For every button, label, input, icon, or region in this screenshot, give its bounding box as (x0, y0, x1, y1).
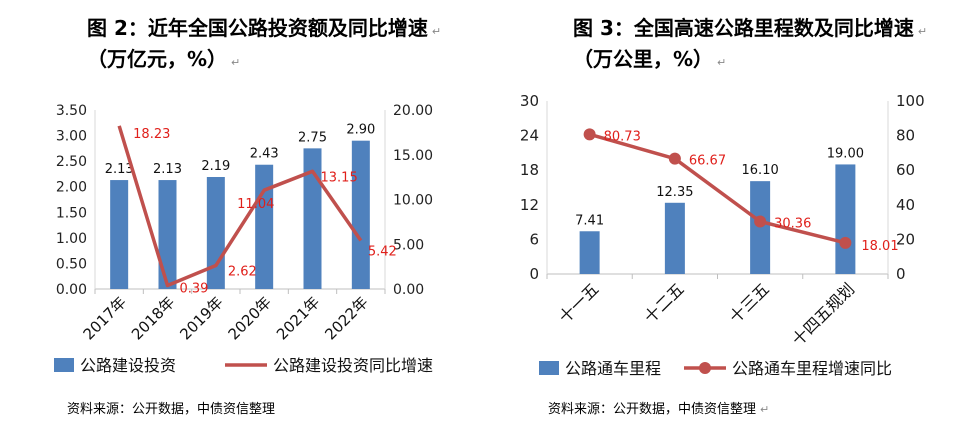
y-left-tick-label: 12 (520, 196, 539, 214)
x-category-label: 十二五 (640, 279, 687, 326)
bar-value-label: 7.41 (575, 213, 604, 228)
left-title-line2: （万亿元，%） ↵ (87, 47, 241, 71)
y-left-tick-label: 2.50 (56, 154, 87, 170)
x-category-label: 2022年 (321, 293, 371, 343)
growth-line (117, 125, 363, 288)
legend-line-marker (699, 362, 711, 374)
right-source: 资料来源：公开数据，中债资信整理 ↵ (548, 402, 770, 417)
bar-value-label: 2.13 (153, 162, 182, 177)
line-value-label: 13.15 (321, 170, 358, 185)
y-left-tick-label: 6 (529, 230, 539, 248)
x-category-label: 2019年 (176, 293, 226, 343)
x-category-label: 十三五 (726, 279, 773, 326)
x-category-label: 十四五规划 (788, 279, 858, 349)
line-value-label: 18.01 (861, 239, 898, 254)
right-figure: 图 3：全国高速公路里程数及同比增速 ↵ （万公里，%） ↵ 0 6 12 18 24 30 0… (490, 0, 979, 433)
bar (579, 231, 600, 274)
y-right-tick-label: 20 (896, 230, 915, 248)
bar-value-label: 2.13 (105, 162, 134, 177)
bar (351, 140, 370, 289)
line-value-label: 5.42 (368, 244, 397, 259)
x-category-label: 2017年 (80, 293, 130, 343)
right-chart: 0 6 12 18 24 30 0 20 40 60 80 100 7.41 12.35 16.10 19.0… (520, 92, 925, 378)
y-left-tick-label: 1.00 (56, 231, 87, 247)
line-point (754, 215, 767, 228)
y-left-tick-label: 30 (520, 92, 539, 110)
y-left-tick-label: 0 (529, 265, 539, 283)
x-category-label: 2018年 (128, 293, 178, 343)
x-category-label: 2020年 (225, 293, 275, 343)
y-left-tick-label: 24 (520, 127, 539, 145)
bar-value-label: 2.75 (298, 130, 327, 145)
y-right-tick-label: 80 (896, 127, 915, 145)
line-value-label: 80.73 (604, 129, 641, 144)
legend-bar-swatch (539, 361, 559, 375)
y-right-tick-label: 15.00 (393, 148, 433, 164)
x-category-label: 2021年 (273, 293, 323, 343)
line-point (839, 236, 852, 249)
x-category-label: 十一五 (555, 279, 602, 326)
y-left-tick-label: 3.50 (56, 103, 87, 119)
y-right-tick-label: 20.00 (393, 103, 433, 119)
y-right-tick-label: 40 (896, 196, 915, 214)
y-right-tick-label: 0.00 (393, 282, 424, 298)
y-right-tick-label: 5.00 (393, 237, 424, 253)
y-left-tick-label: 1.50 (56, 205, 87, 221)
y-left-tick-label: 3.00 (56, 129, 87, 145)
left-source: 资料来源：公开数据，中债资信整理 (67, 402, 276, 417)
bar (303, 148, 322, 289)
legend-bar-swatch (54, 358, 74, 372)
y-left-tick-label: 0.50 (56, 256, 87, 272)
right-title-line2: （万公里，%） ↵ (573, 47, 727, 71)
bar (750, 181, 771, 274)
line-value-label: 11.04 (237, 197, 274, 212)
legend-bar-label: 公路建设投资 (80, 356, 176, 375)
y-left-tick-label: 18 (520, 161, 539, 179)
line-value-label: 0.39 (180, 282, 209, 297)
legend-bar-label: 公路通车里程 (565, 359, 661, 378)
line-value-label: 66.67 (689, 154, 726, 169)
line-value-label: 30.36 (774, 216, 811, 231)
bar-value-label: 12.35 (656, 185, 693, 200)
line-value-label: 18.23 (133, 127, 170, 142)
y-right-tick-label: 0 (896, 265, 906, 283)
bar-value-label: 16.10 (742, 163, 779, 178)
line-value-label: 2.62 (228, 265, 257, 280)
y-right-tick-label: 10.00 (393, 193, 433, 209)
legend-line-label: 公路通车里程增速同比 (732, 359, 892, 378)
bar-value-label: 2.19 (201, 159, 230, 174)
legend-line-label: 公路建设投资同比增速 (273, 356, 433, 375)
y-right-tick-label: 60 (896, 161, 915, 179)
bar (110, 180, 129, 289)
growth-line (589, 132, 846, 245)
left-title-line1: 图 2：近年全国公路投资额及同比增速 ↵ (87, 16, 442, 40)
y-left-tick-label: 2.00 (56, 180, 87, 196)
y-left-tick-label: 0.00 (56, 282, 87, 298)
bar (158, 180, 177, 289)
bar (835, 164, 856, 274)
left-chart: 0.00 0.50 1.00 1.50 2.00 2.50 3.00 3.50 0.00 5.00… (54, 103, 433, 375)
y-right-tick-label: 100 (896, 92, 925, 110)
bar (206, 176, 225, 289)
bar-value-label: 2.90 (346, 123, 375, 138)
bar-value-label: 19.00 (827, 146, 864, 161)
bar (255, 164, 274, 289)
bar (664, 202, 685, 274)
left-figure: 图 2：近年全国公路投资额及同比增速 ↵ （万亿元，%） ↵ 0.00 0.50 1.0… (54, 16, 442, 417)
line-point (583, 128, 596, 141)
bar-value-label: 2.43 (250, 147, 279, 162)
right-title-line1: 图 3：全国高速公路里程数及同比增速 ↵ (573, 16, 928, 40)
line-point (668, 152, 681, 165)
